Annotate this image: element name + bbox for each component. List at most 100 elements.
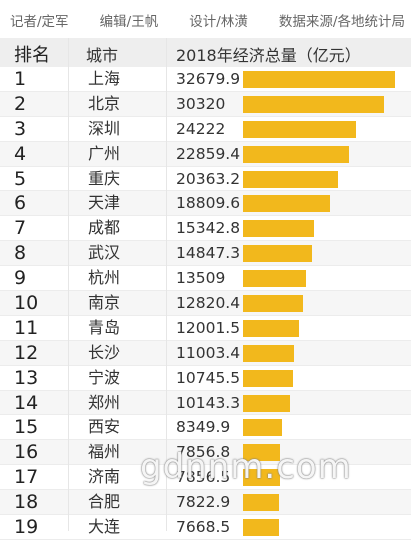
category-label: 济南 bbox=[88, 467, 121, 487]
bar bbox=[243, 519, 279, 537]
header-city: 城市 bbox=[86, 46, 119, 65]
value-label: 12820.4 bbox=[176, 294, 241, 313]
rank-label: 12 bbox=[14, 341, 39, 364]
value-label: 24222 bbox=[176, 119, 226, 138]
value-label: 30320 bbox=[176, 94, 226, 113]
table-row: 7 成都 15342.8 bbox=[0, 216, 411, 242]
credit-reporter: 记者/定军 bbox=[10, 14, 69, 30]
value-label: 7856.5 bbox=[176, 468, 231, 487]
table-row: 5 重庆 20363.2 bbox=[0, 167, 411, 192]
credit-source: 数据来源/各地统计局 bbox=[278, 14, 405, 30]
table-row: 4 广州 22859.4 bbox=[0, 141, 411, 167]
credit-design: 设计/林潢 bbox=[189, 14, 248, 30]
value-label: 11003.4 bbox=[176, 343, 241, 362]
value-label: 18809.6 bbox=[176, 194, 241, 213]
category-label: 郑州 bbox=[88, 392, 121, 412]
table-row: 15 西安 8349.9 bbox=[0, 415, 411, 441]
category-label: 武汉 bbox=[88, 243, 121, 263]
table-row: 6 天津 18809.6 bbox=[0, 191, 411, 217]
category-label: 西安 bbox=[88, 417, 121, 437]
rank-label: 3 bbox=[14, 117, 27, 140]
table-row: 14 郑州 10143.3 bbox=[0, 390, 411, 416]
rank-label: 18 bbox=[14, 491, 39, 514]
value-label: 14847.3 bbox=[176, 244, 241, 263]
table-row: 10 南京 12820.4 bbox=[0, 291, 411, 316]
category-label: 重庆 bbox=[88, 168, 121, 188]
bar bbox=[243, 369, 293, 387]
header-value: 2018年经济总量（亿元） bbox=[176, 46, 361, 65]
bar bbox=[243, 295, 303, 313]
bar bbox=[243, 419, 282, 437]
table-row: 9 杭州 13509 bbox=[0, 266, 411, 292]
rank-label: 4 bbox=[14, 142, 27, 165]
category-label: 宁波 bbox=[88, 367, 121, 387]
bar bbox=[243, 170, 338, 188]
category-label: 深圳 bbox=[88, 118, 121, 138]
rank-label: 6 bbox=[14, 192, 27, 215]
bar bbox=[243, 220, 315, 238]
category-label: 上海 bbox=[88, 69, 121, 88]
bar bbox=[243, 95, 385, 113]
bar bbox=[243, 319, 299, 337]
column-divider bbox=[166, 38, 167, 531]
watermark-text: gdnnm.com bbox=[140, 447, 352, 487]
bar bbox=[243, 394, 291, 412]
rank-label: 7 bbox=[14, 217, 27, 240]
rank-label: 1 bbox=[14, 68, 27, 90]
value-label: 7822.9 bbox=[176, 493, 231, 512]
value-label: 8349.9 bbox=[176, 418, 231, 437]
table-row: 8 武汉 14847.3 bbox=[0, 241, 411, 267]
header-rank: 排名 bbox=[14, 45, 50, 66]
category-label: 南京 bbox=[88, 293, 121, 313]
bar bbox=[243, 344, 295, 362]
bar bbox=[243, 245, 313, 263]
rank-label: 14 bbox=[14, 391, 39, 414]
value-label: 12001.5 bbox=[176, 318, 241, 337]
category-label: 天津 bbox=[88, 193, 121, 213]
rank-label: 10 bbox=[14, 292, 39, 315]
category-label: 成都 bbox=[88, 218, 121, 238]
category-label: 大连 bbox=[88, 517, 121, 537]
rank-label: 16 bbox=[14, 441, 39, 464]
category-label: 杭州 bbox=[88, 268, 121, 288]
table-row: 3 深圳 24222 bbox=[0, 117, 411, 142]
category-label: 合肥 bbox=[88, 492, 121, 512]
value-label: 20363.2 bbox=[176, 169, 241, 188]
table-row: 13 宁波 10745.5 bbox=[0, 366, 411, 391]
category-label: 青岛 bbox=[88, 317, 121, 337]
table-row: 19 大连 7668.5 bbox=[0, 515, 411, 540]
category-label: 广州 bbox=[88, 143, 121, 163]
rank-label: 9 bbox=[14, 267, 27, 290]
value-label: 7856.8 bbox=[176, 443, 231, 462]
bar bbox=[243, 469, 280, 487]
category-label: 福州 bbox=[88, 442, 121, 462]
rank-label: 13 bbox=[14, 366, 39, 389]
value-label: 7668.5 bbox=[176, 518, 231, 537]
value-label: 10143.3 bbox=[176, 393, 241, 412]
column-divider bbox=[68, 38, 69, 531]
table-row: 1 上海 32679.9 bbox=[0, 67, 411, 92]
value-label: 22859.4 bbox=[176, 144, 241, 163]
rank-label: 19 bbox=[14, 516, 39, 539]
category-label: 长沙 bbox=[88, 342, 121, 362]
bar bbox=[243, 120, 356, 138]
value-label: 10745.5 bbox=[176, 368, 241, 387]
bar bbox=[243, 71, 395, 88]
bar bbox=[243, 145, 350, 163]
category-label: 北京 bbox=[88, 93, 121, 113]
value-label: 32679.9 bbox=[176, 70, 241, 88]
rank-label: 5 bbox=[14, 167, 27, 190]
rank-label: 17 bbox=[14, 466, 39, 489]
bar bbox=[243, 444, 280, 462]
table-row: 2 北京 30320 bbox=[0, 91, 411, 117]
table-row: 17 济南 7856.5 bbox=[0, 465, 411, 491]
table-row: 18 合肥 7822.9 bbox=[0, 490, 411, 516]
bar bbox=[243, 270, 306, 288]
value-label: 13509 bbox=[176, 269, 226, 288]
credit-editor: 编辑/王帆 bbox=[99, 14, 159, 30]
bar bbox=[243, 494, 280, 512]
rank-label: 8 bbox=[14, 242, 27, 265]
credits-line: 记者/定军 编辑/王帆 设计/林潢 数据来源/各地统计局 bbox=[0, 0, 411, 38]
table-row: 12 长沙 11003.4 bbox=[0, 340, 411, 366]
rank-label: 11 bbox=[14, 316, 39, 339]
